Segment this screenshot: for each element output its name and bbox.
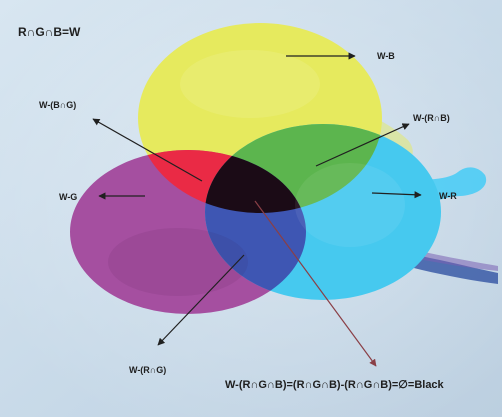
magenta-shadow: [108, 228, 248, 296]
w-minus-b-label: W-B: [377, 51, 395, 61]
w-minus-g-label: W-G: [59, 192, 78, 202]
arrow-w-minus-b-cap-g: [92, 118, 203, 182]
arrow-w-minus-r: [371, 191, 422, 199]
top-equation-label: R∩G∩B=W: [18, 25, 81, 39]
arrow-black-equation: [254, 200, 377, 367]
w-minus-r-label: W-R: [439, 191, 457, 201]
w-minus-r-cap-b-label: W-(R∩B): [413, 113, 450, 123]
yellow-highlight: [180, 50, 320, 118]
bottom-equation-label: W-(R∩G∩B)=(R∩G∩B)-(R∩G∩B)=∅=Black: [225, 379, 444, 391]
arrow-w-minus-r-cap-g: [157, 254, 245, 346]
w-minus-r-cap-g-label: W-(R∩G): [129, 365, 167, 375]
arrow-w-minus-r-cap-b: [315, 123, 410, 167]
cyan-highlight: [295, 163, 405, 247]
w-minus-b-cap-g-label: W-(B∩G): [39, 100, 77, 110]
